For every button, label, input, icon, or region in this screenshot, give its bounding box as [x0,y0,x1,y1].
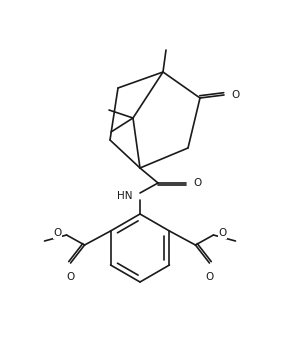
Text: HN: HN [118,191,133,201]
Text: O: O [218,228,227,238]
Text: O: O [66,272,75,282]
Text: O: O [231,90,239,100]
Text: O: O [193,178,201,188]
Text: O: O [205,272,214,282]
Text: O: O [53,228,62,238]
